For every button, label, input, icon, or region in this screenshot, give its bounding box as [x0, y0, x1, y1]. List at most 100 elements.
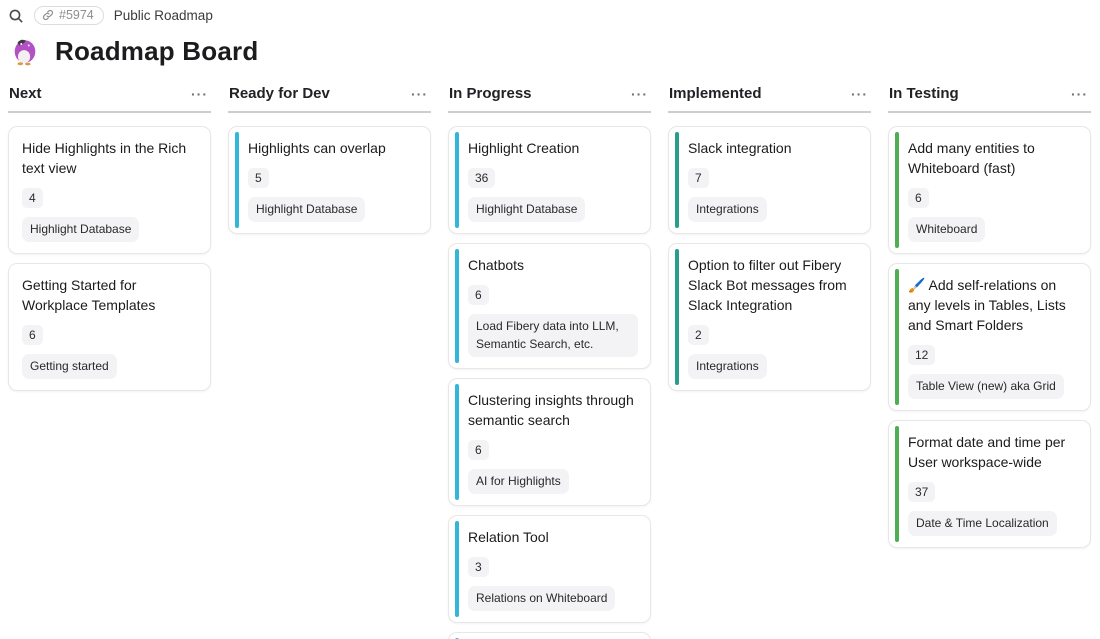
card-tags: Integrations [688, 353, 858, 379]
card-tag[interactable]: Relations on Whiteboard [468, 586, 616, 612]
card[interactable]: Highlights can overlap 5 Highlight Datab… [228, 126, 431, 235]
card-tags: Load Fibery data into LLM, Semantic Sear… [468, 314, 638, 358]
board-mascot-icon [14, 39, 36, 65]
card-id-badge: 6 [908, 187, 929, 208]
column-cards: Hide Highlights in the Rich text view 4 … [8, 113, 211, 391]
column-menu-icon[interactable]: ··· [851, 85, 868, 102]
card-state-stripe [455, 384, 459, 501]
card[interactable]: Relation Tool 3 Relations on Whiteboard [448, 515, 651, 624]
card-tag[interactable]: Getting started [22, 353, 117, 379]
entity-ref-label: #5974 [59, 8, 94, 22]
card-title: Highlights can overlap [248, 140, 386, 156]
card-title: Getting Started for Workplace Templates [22, 276, 156, 313]
card-tags: Date & Time Localization [908, 510, 1078, 536]
card-state-stripe [895, 268, 899, 405]
card-state-stripe [895, 132, 899, 248]
card[interactable]: Hide Highlights in the Rich text view 4 … [8, 126, 211, 254]
card-title: Format date and time per User workspace-… [908, 433, 1066, 470]
card-title: 🖌️ Add self-relations on any levels in T… [908, 276, 1066, 333]
card[interactable]: Add many entities to Whiteboard (fast) 6… [888, 126, 1091, 254]
card-title: Chatbots [468, 257, 525, 274]
column-label: Ready for Dev [229, 85, 330, 102]
card-id-badge: 7 [688, 167, 709, 189]
link-icon [43, 10, 53, 20]
card[interactable]: Format date and time per User workspace-… [888, 419, 1091, 548]
column-cards: Highlights can overlap 5 Highlight Datab… [228, 113, 431, 235]
column-implemented: Implemented ··· Slack integration 7 Inte… [668, 79, 871, 391]
card[interactable]: Chatbots 6 Load Fibery data into LLM, Se… [448, 243, 651, 370]
search-icon[interactable] [8, 8, 24, 24]
card-tag[interactable]: Date & Time Localization [908, 510, 1057, 536]
card-title: Relation Tool [468, 529, 549, 546]
card-tag[interactable]: Integrations [688, 353, 767, 379]
column-header: In Testing ··· [888, 79, 1091, 113]
column-in-testing: In Testing ··· Add many entities to Whit… [888, 79, 1091, 548]
entity-reference-pill[interactable]: #5974 [34, 6, 104, 25]
card[interactable]: Clustering insights through semantic sea… [448, 378, 651, 507]
card-id-badge: 2 [688, 324, 709, 345]
card-tags: Highlight Database [22, 216, 198, 242]
card-tags: Integrations [688, 197, 858, 223]
card-tag[interactable]: AI for Highlights [468, 469, 569, 495]
breadcrumb[interactable]: Public Roadmap [113, 8, 213, 23]
card-state-stripe [895, 425, 899, 542]
card-tag[interactable]: Highlight Database [468, 197, 586, 223]
card-id-badge: 37 [908, 481, 936, 502]
card-state-stripe [455, 132, 459, 229]
card-tags: Highlight Database [468, 197, 638, 223]
card-title: Option to filter out Fibery Slack Bot me… [688, 257, 847, 313]
column-menu-icon[interactable]: ··· [631, 85, 648, 102]
card-id-badge: 6 [468, 284, 489, 306]
card-title: Highlight Creation [468, 140, 580, 156]
column-menu-icon[interactable]: ··· [411, 85, 428, 102]
card-title: Add many entities to Whiteboard (fast) [908, 140, 1035, 176]
card-tag[interactable]: Highlight Database [248, 197, 366, 223]
column-cards: Add many entities to Whiteboard (fast) 6… [888, 113, 1091, 548]
column-menu-icon[interactable]: ··· [191, 85, 208, 102]
card-title: Slack integration [688, 140, 792, 156]
column-label: Next [9, 85, 42, 102]
card-tag[interactable]: Integrations [688, 197, 767, 223]
card-id-badge: 6 [468, 439, 489, 461]
card-id-badge: 5 [248, 167, 269, 189]
page-title: Roadmap Board [55, 36, 259, 66]
column-header: Implemented ··· [668, 79, 871, 113]
column-ready-for-dev: Ready for Dev ··· Highlights can overlap… [228, 79, 431, 235]
title-row: Roadmap Board [0, 28, 1100, 79]
column-header: Next ··· [8, 79, 211, 113]
card-state-stripe [455, 249, 459, 364]
card[interactable]: Highlight Creation 36 Highlight Database [448, 126, 651, 235]
card-tags: Whiteboard [908, 216, 1078, 242]
card-tags: AI for Highlights [468, 469, 638, 495]
card[interactable]: 🖌️ Add self-relations on any levels in T… [888, 262, 1091, 411]
card[interactable]: Option to filter out Fibery Slack Bot me… [668, 243, 871, 391]
card-tag[interactable]: Table View (new) aka Grid [908, 373, 1064, 399]
card[interactable]: Slack integration 7 Integrations [668, 126, 871, 235]
card-state-stripe [235, 132, 239, 229]
card-tag[interactable]: Highlight Database [22, 216, 140, 242]
column-label: In Testing [889, 85, 959, 102]
card-id-badge: 36 [468, 167, 496, 189]
column-cards: Slack integration 7 Integrations Option … [668, 113, 871, 391]
card-tag[interactable]: Whiteboard [908, 216, 986, 242]
topbar: #5974 Public Roadmap [0, 0, 1100, 28]
card[interactable]: Suggest Highlights for opened Target Ent… [448, 632, 651, 639]
card[interactable]: Getting Started for Workplace Templates … [8, 262, 211, 391]
column-label: Implemented [669, 85, 762, 102]
card-tags: Highlight Database [248, 197, 418, 223]
column-in-progress: In Progress ··· Highlight Creation 36 Hi… [448, 79, 651, 639]
column-header: In Progress ··· [448, 79, 651, 113]
card-id-badge: 6 [22, 324, 43, 345]
card-tags: Getting started [22, 353, 198, 379]
column-menu-icon[interactable]: ··· [1071, 85, 1088, 102]
board: Next ··· Hide Highlights in the Rich tex… [0, 79, 1100, 639]
card-title: Clustering insights through semantic sea… [468, 392, 634, 428]
card-title: Hide Highlights in the Rich text view [22, 140, 187, 176]
card-id-badge: 3 [468, 556, 489, 578]
column-next: Next ··· Hide Highlights in the Rich tex… [8, 79, 211, 391]
card-state-stripe [675, 132, 679, 229]
card-state-stripe [675, 249, 679, 385]
card-tag[interactable]: Load Fibery data into LLM, Semantic Sear… [468, 314, 638, 358]
card-id-badge: 4 [22, 187, 43, 208]
column-header: Ready for Dev ··· [228, 79, 431, 113]
